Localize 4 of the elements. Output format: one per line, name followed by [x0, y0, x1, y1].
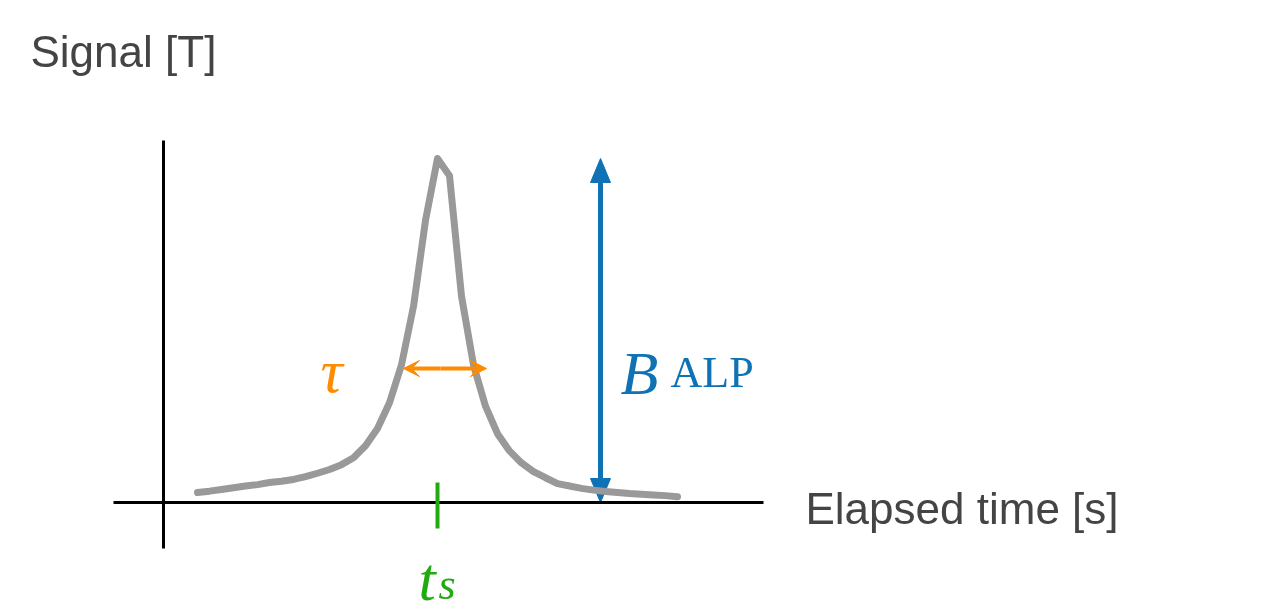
y-axis-title: Signal [T]: [30, 26, 217, 76]
annotation: τ: [320, 336, 346, 405]
text: ts: [418, 544, 456, 606]
x-axis-title: Elapsed time [s]: [805, 483, 1119, 533]
